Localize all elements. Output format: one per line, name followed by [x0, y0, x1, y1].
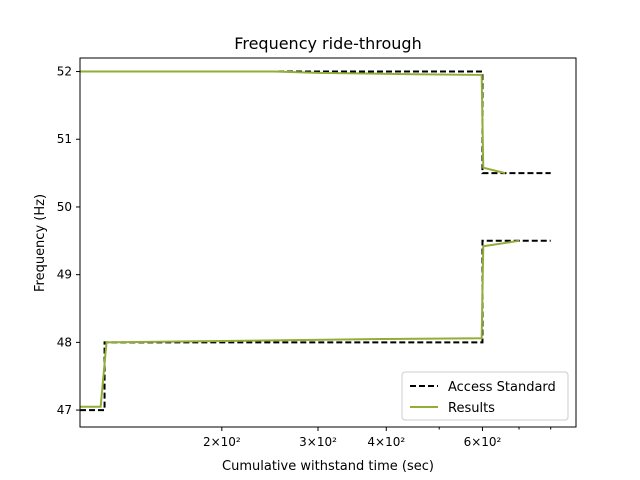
plot-area	[80, 70, 551, 412]
plot-frame	[79, 57, 577, 428]
legend-box	[401, 371, 569, 421]
x-tick-label: 3×10²	[299, 435, 337, 449]
y-tick-label: 50	[57, 200, 72, 214]
y-tick-label: 51	[57, 132, 72, 146]
y-tick-label: 48	[57, 335, 72, 349]
y-axis-label: Frequency (Hz)	[33, 194, 48, 292]
x-axis-label: Cumulative withstand time (sec)	[222, 459, 434, 474]
axis-ticks: 47 48 49 50 51 52 2×10² 3×10² 4×10² 6×10²	[57, 65, 552, 449]
chart-title: Frequency ride-through	[234, 34, 421, 53]
x-tick-label: 4×10²	[367, 435, 405, 449]
legend: Access Standard Results	[401, 371, 569, 421]
series-line-access-standard-lower	[80, 239, 551, 412]
series-line-results-lower	[80, 239, 520, 408]
series-line-results-upper	[80, 70, 506, 175]
y-tick-label: 52	[57, 65, 72, 79]
y-tick-label: 47	[57, 403, 72, 417]
y-tick-label: 49	[57, 268, 72, 282]
x-tick-label: 2×10²	[203, 435, 241, 449]
legend-results-label: Results	[448, 401, 495, 416]
legend-access-standard-label: Access Standard	[448, 380, 556, 395]
x-tick-label: 6×10²	[464, 435, 502, 449]
